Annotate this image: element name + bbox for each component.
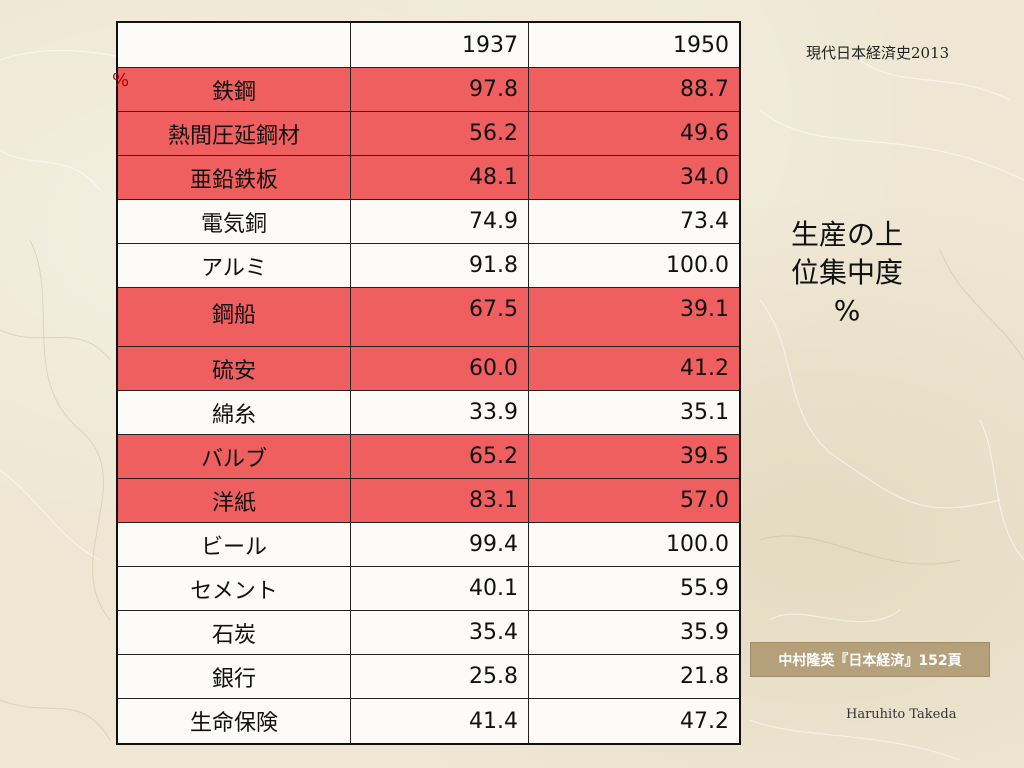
table-row: ビール 99.4 100.0 (118, 523, 739, 567)
value-1950: 34.0 (680, 165, 729, 190)
value-1937: 56.2 (351, 112, 529, 155)
value-1937: 97.8 (351, 68, 529, 111)
value-1937: 74.9 (351, 200, 529, 243)
value-1937: 91.8 (351, 244, 529, 287)
table-row: バルブ 65.2 39.5 (118, 435, 739, 479)
table-row: 綿糸 33.9 35.1 (118, 391, 739, 435)
header-name-cell (118, 23, 351, 67)
industry-name: セメント (118, 567, 351, 610)
concentration-table: 1937 1950 鉄鋼 97.8 88.7 熱間圧延鋼材 56.2 49.6 … (116, 21, 741, 745)
industry-name: 電気銅 (118, 200, 351, 243)
header-1937-cell: 1937 (351, 23, 529, 67)
value-1950: 39.1 (680, 297, 729, 322)
table-row: 亜鉛鉄板 48.1 34.0 (118, 156, 739, 200)
table-row: 鋼船 67.5 39.1 (118, 288, 739, 347)
value-1937: 40.1 (351, 567, 529, 610)
table-row: セメント 40.1 55.9 (118, 567, 739, 611)
value-1937: 99.4 (351, 523, 529, 566)
value-1950: 39.5 (680, 444, 729, 469)
table-row: アルミ 91.8 100.0 (118, 244, 739, 288)
industry-name: アルミ (118, 244, 351, 287)
industry-name: ビール (118, 523, 351, 566)
industry-name: 洋紙 (118, 479, 351, 522)
value-1950: 21.8 (680, 664, 729, 689)
table-row: 硫安 60.0 41.2 (118, 347, 739, 391)
table-row: 熱間圧延鋼材 56.2 49.6 (118, 112, 739, 156)
value-1950: 35.9 (680, 620, 729, 645)
value-1937: 48.1 (351, 156, 529, 199)
value-1950: 41.2 (680, 356, 729, 381)
industry-name: 鋼船 (118, 288, 351, 346)
value-1937: 25.8 (351, 655, 529, 698)
industry-name: 石炭 (118, 611, 351, 654)
value-1950: 55.9 (680, 576, 729, 601)
value-1950: 47.2 (680, 708, 729, 734)
table-row: 銀行 25.8 21.8 (118, 655, 739, 699)
side-label-line: 生産の上 (790, 218, 903, 251)
value-1937: 65.2 (351, 435, 529, 478)
industry-name: 綿糸 (118, 391, 351, 434)
industry-name: バルブ (118, 435, 351, 478)
course-title: 現代日本経済史2013 (806, 44, 950, 62)
value-1937: 35.4 (351, 611, 529, 654)
industry-name: 亜鉛鉄板 (118, 156, 351, 199)
percent-mark: % (112, 70, 130, 91)
value-1950: 100.0 (666, 253, 729, 278)
value-1950: 49.6 (680, 121, 729, 146)
industry-name: 硫安 (118, 347, 351, 390)
value-1937: 83.1 (351, 479, 529, 522)
author-credit: Haruhito Takeda (846, 707, 957, 722)
table-row: 洋紙 83.1 57.0 (118, 479, 739, 523)
value-1950: 35.1 (680, 400, 729, 425)
value-1937: 33.9 (351, 391, 529, 434)
table-row: 電気銅 74.9 73.4 (118, 200, 739, 244)
industry-name: 銀行 (118, 655, 351, 698)
side-label: 生産の上 位集中度 % (772, 216, 922, 330)
table-row: 生命保険 41.4 47.2 (118, 699, 739, 743)
side-label-line: % (833, 294, 861, 327)
industry-name: 鉄鋼 (118, 68, 351, 111)
industry-name: 生命保険 (118, 699, 351, 743)
table-row: 石炭 35.4 35.9 (118, 611, 739, 655)
value-1950: 100.0 (666, 532, 729, 557)
industry-name: 熱間圧延鋼材 (118, 112, 351, 155)
value-1937: 67.5 (351, 288, 529, 346)
value-1937: 60.0 (351, 347, 529, 390)
table-header-row: 1937 1950 (118, 23, 739, 68)
value-1950: 88.7 (680, 77, 729, 102)
header-1950-cell: 1950 (673, 32, 729, 58)
side-label-line: 位集中度 (790, 256, 903, 289)
source-citation: 中村隆英『日本経済』152頁 (750, 642, 990, 677)
value-1950: 73.4 (680, 209, 729, 234)
value-1937: 41.4 (351, 699, 529, 743)
value-1950: 57.0 (680, 488, 729, 513)
table-row: 鉄鋼 97.8 88.7 (118, 68, 739, 112)
